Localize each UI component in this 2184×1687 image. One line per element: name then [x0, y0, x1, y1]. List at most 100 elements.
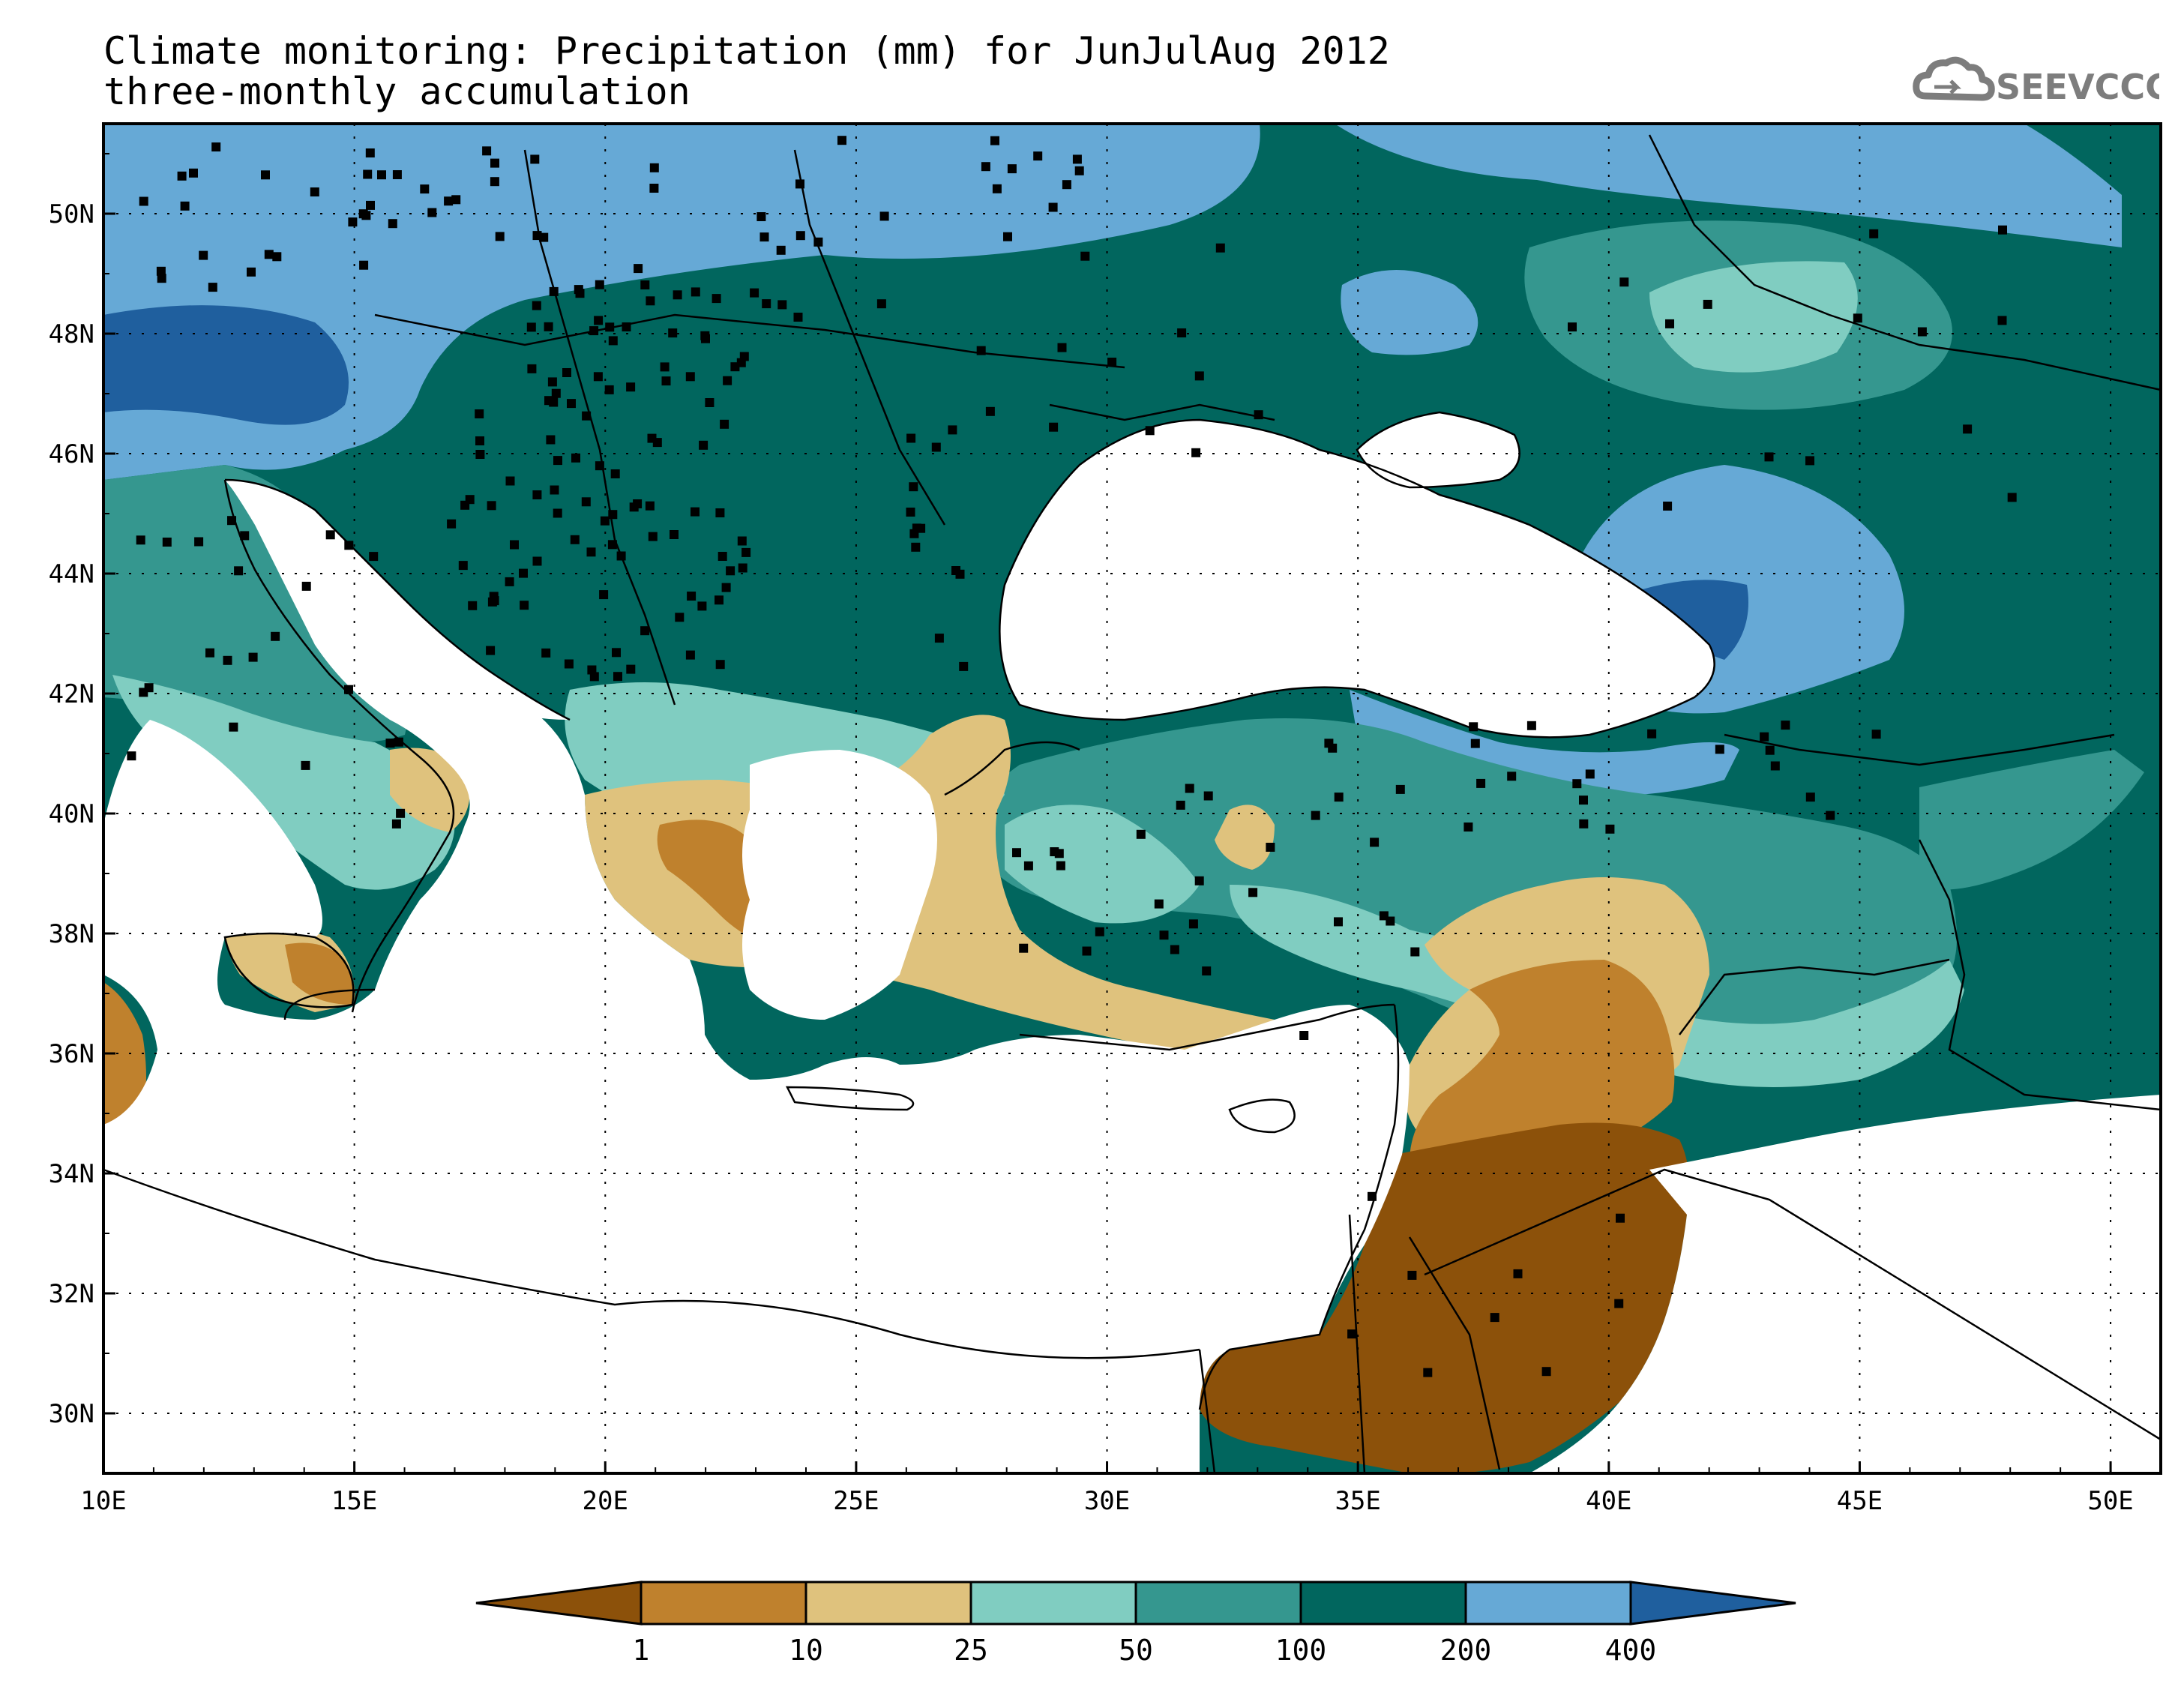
station-marker	[1347, 1329, 1357, 1339]
station-marker	[1764, 452, 1774, 462]
station-marker	[490, 177, 499, 187]
lon-tick-label: 30E	[1084, 1486, 1130, 1516]
station-marker	[976, 346, 986, 355]
station-marker	[685, 372, 695, 382]
station-marker	[162, 538, 172, 547]
station-marker	[715, 595, 724, 605]
station-marker	[837, 136, 846, 145]
station-marker	[1770, 761, 1780, 771]
station-marker	[530, 154, 540, 164]
station-marker	[532, 231, 542, 241]
lat-axis: 30N 32N 34N 36N 38N 40N 42N 44N 46N 48N 50N	[49, 153, 115, 1474]
lat-tick-label: 32N	[49, 1279, 94, 1309]
station-marker	[532, 556, 542, 566]
colorbar-label: 25	[954, 1634, 988, 1667]
station-marker	[1703, 299, 1712, 309]
station-marker	[1202, 966, 1212, 975]
lat-tick-label: 50N	[49, 199, 94, 229]
station-marker	[247, 267, 256, 277]
lat-tick-label: 34N	[49, 1159, 94, 1189]
station-marker	[1410, 947, 1420, 957]
station-marker	[1048, 202, 1058, 212]
station-marker	[911, 542, 921, 552]
station-marker	[640, 280, 650, 289]
station-marker	[1062, 180, 1071, 190]
station-marker	[1215, 243, 1225, 253]
station-marker	[1663, 502, 1673, 511]
station-marker	[1050, 847, 1059, 856]
station-marker	[240, 531, 250, 541]
station-marker	[1853, 313, 1862, 323]
station-marker	[127, 751, 136, 761]
colorbar: 1 10 25 50 100 200 400	[475, 1581, 1796, 1667]
station-marker	[675, 613, 685, 622]
station-marker	[1614, 1299, 1624, 1308]
station-marker	[948, 425, 957, 435]
station-marker	[712, 294, 721, 304]
station-marker	[795, 179, 804, 189]
station-marker	[388, 219, 397, 229]
station-marker	[1826, 811, 1835, 820]
station-marker	[359, 260, 369, 270]
station-marker	[721, 583, 731, 592]
station-markers	[127, 136, 2017, 1377]
station-marker	[1605, 824, 1615, 834]
station-marker	[793, 313, 803, 322]
station-marker	[1647, 729, 1657, 739]
station-marker	[1328, 743, 1338, 753]
station-marker	[1185, 784, 1194, 793]
station-marker	[1619, 277, 1629, 287]
station-marker	[1266, 843, 1275, 852]
station-marker	[527, 364, 537, 373]
station-marker	[1145, 426, 1155, 436]
station-marker	[705, 398, 715, 407]
station-marker	[1177, 328, 1187, 337]
lat-tick-label: 44N	[49, 559, 94, 589]
station-marker	[1191, 448, 1201, 457]
station-marker	[795, 231, 805, 241]
station-marker	[177, 171, 187, 181]
station-marker	[447, 519, 457, 529]
station-marker	[912, 523, 921, 533]
station-marker	[1760, 732, 1769, 742]
station-marker	[1541, 1367, 1551, 1377]
station-marker	[1579, 819, 1589, 829]
station-marker	[199, 250, 208, 260]
station-marker	[1616, 1213, 1625, 1223]
station-marker	[391, 819, 401, 829]
station-marker	[649, 184, 659, 193]
station-marker	[487, 501, 496, 511]
station-marker	[985, 406, 995, 416]
station-marker	[613, 672, 622, 682]
station-marker	[526, 322, 536, 332]
station-marker	[600, 516, 610, 526]
station-marker	[205, 648, 214, 658]
station-marker	[1107, 358, 1117, 367]
station-marker	[532, 490, 542, 499]
station-marker	[738, 563, 747, 573]
station-marker	[777, 300, 787, 310]
station-marker	[444, 196, 454, 206]
station-marker	[532, 301, 541, 310]
station-marker	[1386, 916, 1395, 926]
station-marker	[1781, 721, 1790, 730]
lon-tick-label: 50E	[2087, 1486, 2133, 1516]
station-marker	[759, 232, 769, 242]
station-marker	[562, 368, 571, 377]
station-marker	[906, 508, 915, 517]
station-marker	[505, 577, 514, 586]
colorbar-label: 400	[1605, 1634, 1657, 1667]
station-marker	[553, 456, 562, 466]
station-marker	[1203, 791, 1213, 801]
station-marker	[547, 377, 557, 387]
station-marker	[377, 170, 386, 180]
station-marker	[599, 590, 609, 600]
station-marker	[234, 566, 244, 576]
station-marker	[1019, 943, 1029, 953]
station-marker	[1476, 778, 1486, 788]
station-marker	[1170, 945, 1179, 954]
station-marker	[640, 626, 650, 636]
station-marker	[906, 433, 916, 443]
station-marker	[661, 376, 671, 386]
